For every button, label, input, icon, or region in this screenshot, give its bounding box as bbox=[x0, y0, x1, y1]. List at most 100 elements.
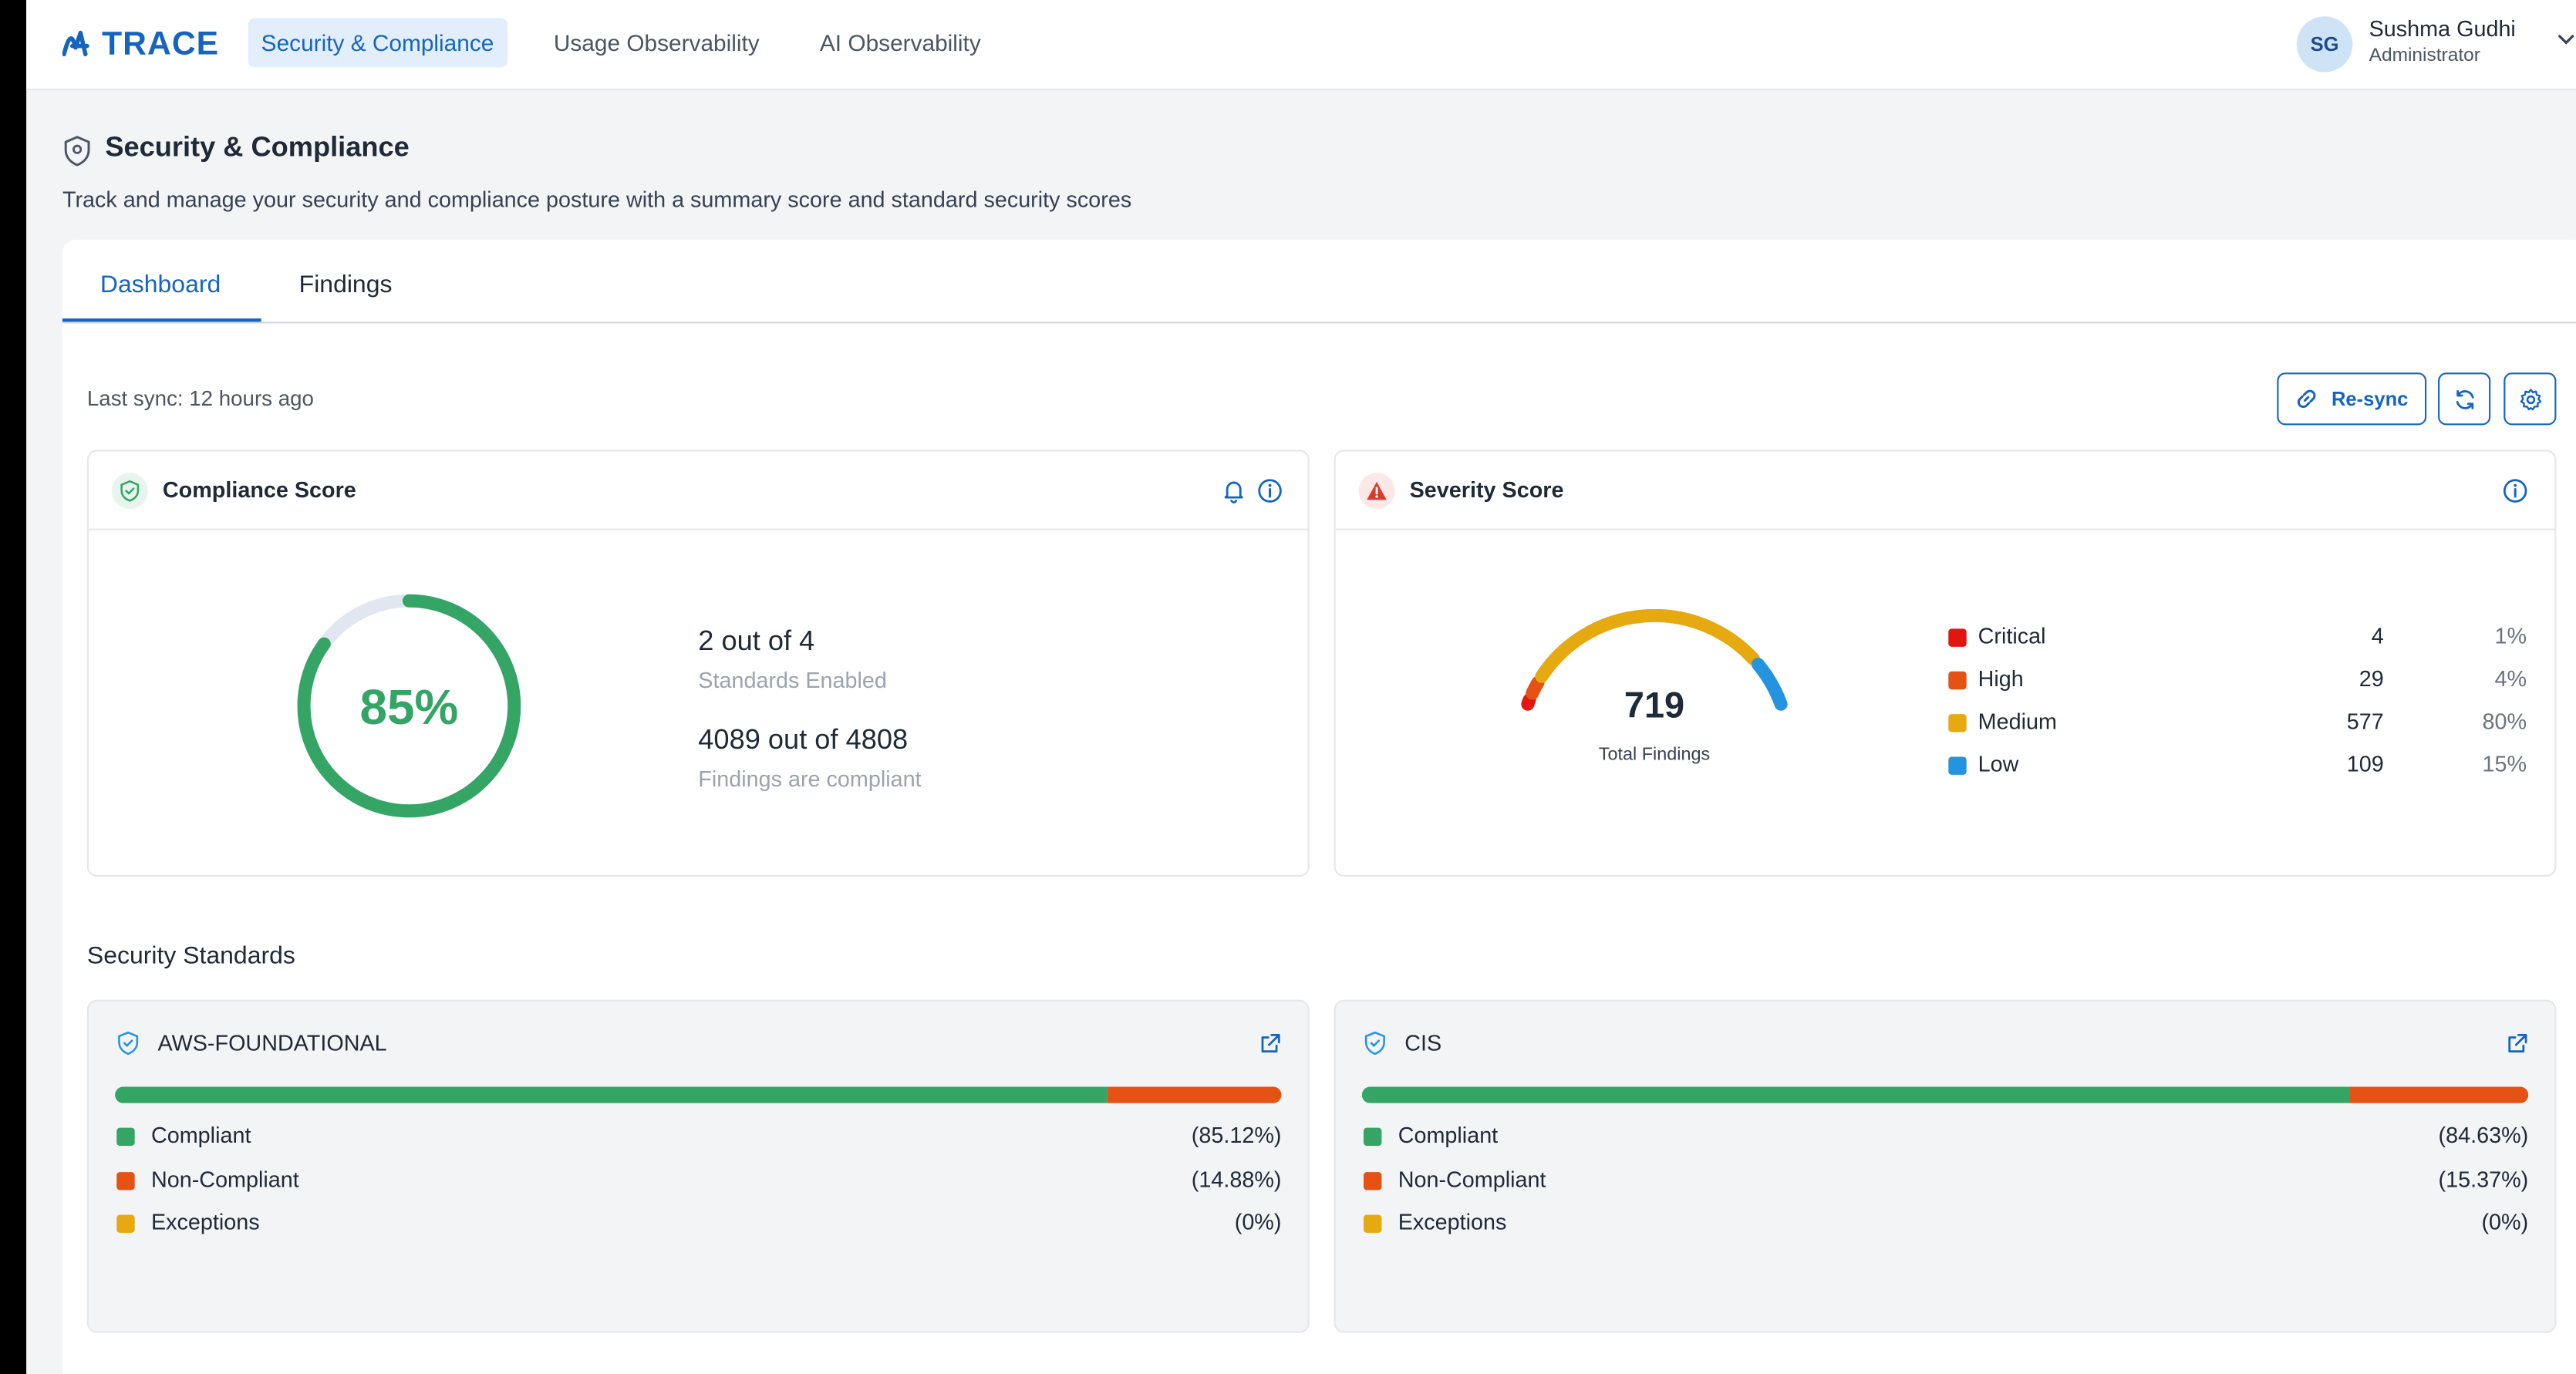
swatch-non-compliant bbox=[1363, 1172, 1382, 1190]
resync-button[interactable]: Re-sync bbox=[2277, 372, 2427, 426]
page-title: Security & Compliance bbox=[105, 131, 410, 163]
standard-compliance-bar bbox=[115, 1086, 1282, 1103]
severity-pct-low: 15% bbox=[2482, 752, 2527, 777]
external-link-icon[interactable] bbox=[2505, 1031, 2530, 1056]
app: TRACE Security & Compliance Usage Observ… bbox=[26, 0, 2576, 1374]
compliance-card-title: Compliance Score bbox=[162, 477, 356, 503]
severity-count-medium: 577 bbox=[2346, 709, 2384, 734]
tab-bar: Dashboard Findings bbox=[62, 240, 2576, 324]
compliance-ring-progress bbox=[297, 594, 521, 818]
swatch-compliant bbox=[1363, 1127, 1382, 1147]
severity-label-critical: Critical bbox=[1978, 624, 2046, 648]
info-icon[interactable] bbox=[1257, 478, 1283, 504]
external-link-icon[interactable] bbox=[1259, 1031, 1283, 1056]
compliance-card-header: Compliance Score bbox=[89, 451, 1308, 530]
security-standards-title: Security Standards bbox=[86, 942, 295, 971]
severity-pct-high: 4% bbox=[2494, 666, 2527, 692]
severity-row-critical: Critical 4 1% bbox=[1948, 624, 2527, 653]
severity-row-low: Low 109 15% bbox=[1948, 752, 2527, 781]
bar-segment-compliant bbox=[115, 1086, 1108, 1103]
nav-tab-usage-observability[interactable]: Usage Observability bbox=[553, 29, 760, 56]
avatar[interactable]: SG bbox=[2296, 16, 2353, 72]
standard-row-exceptions: Exceptions (0%) bbox=[1363, 1210, 2529, 1239]
row-label: Compliant bbox=[1398, 1123, 1499, 1148]
gauge-segment-medium bbox=[1535, 608, 1760, 683]
standards-enabled-value: 2 out of 4 bbox=[698, 625, 815, 657]
brand-name: TRACE bbox=[102, 25, 220, 62]
shield-check-icon bbox=[111, 473, 148, 509]
resync-label: Re-sync bbox=[2331, 387, 2409, 411]
severity-score-card: Severity Score 719 Total Findings Critic… bbox=[1334, 450, 2557, 877]
severity-gauge-chart: 719 Total Findings bbox=[1521, 608, 1788, 764]
standard-row-non-compliant: Non-Compliant (14.88%) bbox=[116, 1167, 1281, 1197]
gauge-segment-critical bbox=[1521, 693, 1536, 711]
link-icon bbox=[2298, 389, 2316, 409]
severity-total-caption: Total Findings bbox=[1599, 744, 1710, 764]
standard-row-non-compliant: Non-Compliant (15.37%) bbox=[1363, 1167, 2528, 1197]
findings-compliant-caption: Findings are compliant bbox=[698, 766, 922, 792]
last-sync-text: Last sync: 12 hours ago bbox=[86, 386, 314, 411]
gear-icon bbox=[2519, 388, 2541, 410]
top-nav: TRACE Security & Compliance Usage Observ… bbox=[26, 0, 2576, 91]
nav-tab-security-compliance[interactable]: Security & Compliance bbox=[248, 18, 507, 68]
row-value: (0%) bbox=[1234, 1210, 1282, 1235]
standards-enabled-caption: Standards Enabled bbox=[698, 668, 887, 693]
severity-row-high: High 29 4% bbox=[1948, 666, 2527, 695]
severity-swatch-medium bbox=[1948, 714, 1967, 732]
standard-compliance-bar bbox=[1361, 1086, 2529, 1103]
compliance-ring-chart: 85% bbox=[297, 594, 521, 818]
severity-count-high: 29 bbox=[2359, 666, 2384, 692]
refresh-button[interactable] bbox=[2438, 372, 2491, 426]
severity-pct-critical: 1% bbox=[2494, 624, 2527, 648]
info-icon[interactable] bbox=[2502, 478, 2528, 504]
row-label: Non-Compliant bbox=[1398, 1167, 1546, 1192]
row-value: (0%) bbox=[2481, 1210, 2529, 1235]
severity-card-title: Severity Score bbox=[1409, 477, 1564, 503]
row-label: Exceptions bbox=[150, 1210, 260, 1235]
nav-tab-ai-observability[interactable]: AI Observability bbox=[819, 29, 981, 56]
severity-row-medium: Medium 577 80% bbox=[1948, 709, 2527, 739]
bar-segment-non-compliant bbox=[2348, 1086, 2529, 1103]
shield-check-icon bbox=[1364, 1031, 1385, 1056]
severity-total-value: 719 bbox=[1624, 685, 1684, 725]
row-label: Non-Compliant bbox=[150, 1167, 299, 1192]
standard-card-aws-foundational: AWS-FOUNDATIONAL Compliant (85.12%) Non-… bbox=[86, 999, 1310, 1333]
severity-label-high: High bbox=[1978, 666, 2024, 692]
swatch-compliant bbox=[116, 1127, 135, 1147]
severity-swatch-critical bbox=[1948, 628, 1967, 647]
brand-logo[interactable]: TRACE bbox=[62, 25, 219, 64]
row-value: (85.12%) bbox=[1191, 1123, 1282, 1148]
severity-card-header: Severity Score bbox=[1335, 451, 2555, 530]
row-label: Compliant bbox=[150, 1123, 251, 1148]
standard-name: AWS-FOUNDATIONAL bbox=[157, 1031, 387, 1056]
user-menu[interactable]: SG Sushma Gudhi Administrator bbox=[2296, 13, 2576, 76]
swatch-exceptions bbox=[116, 1214, 135, 1233]
tab-dashboard[interactable]: Dashboard bbox=[99, 271, 221, 299]
bar-segment-compliant bbox=[1361, 1086, 2349, 1103]
swatch-non-compliant bbox=[116, 1172, 135, 1190]
bar-segment-non-compliant bbox=[1108, 1086, 1282, 1103]
shield-icon bbox=[64, 136, 90, 167]
row-label: Exceptions bbox=[1398, 1210, 1507, 1235]
bell-icon[interactable] bbox=[1221, 478, 1247, 504]
settings-button[interactable] bbox=[2504, 372, 2557, 426]
main-panel: Dashboard Findings Last sync: 12 hours a… bbox=[62, 239, 2576, 1374]
severity-pct-medium: 80% bbox=[2482, 709, 2527, 734]
active-tab-indicator bbox=[62, 318, 261, 322]
alert-triangle-icon bbox=[1358, 473, 1395, 509]
standard-name: CIS bbox=[1404, 1031, 1442, 1056]
gauge-segment-high bbox=[1526, 675, 1545, 700]
severity-label-medium: Medium bbox=[1978, 709, 2057, 734]
chevron-down-icon[interactable] bbox=[2556, 29, 2576, 49]
severity-count-low: 109 bbox=[2346, 752, 2384, 777]
standard-card-cis: CIS Compliant (84.63%) Non-Compliant (15… bbox=[1334, 999, 2557, 1333]
gauge-segment-low bbox=[1751, 658, 1788, 711]
severity-swatch-low bbox=[1948, 756, 1967, 775]
compliance-score-card: Compliance Score 85% 2 out of 4 Standard… bbox=[86, 450, 1310, 877]
page-subtitle: Track and manage your security and compl… bbox=[62, 187, 1132, 212]
standard-row-exceptions: Exceptions (0%) bbox=[116, 1210, 1281, 1239]
shield-check-icon bbox=[118, 1031, 139, 1056]
tab-findings[interactable]: Findings bbox=[298, 271, 393, 299]
severity-swatch-high bbox=[1948, 671, 1967, 690]
severity-label-low: Low bbox=[1978, 752, 2019, 777]
